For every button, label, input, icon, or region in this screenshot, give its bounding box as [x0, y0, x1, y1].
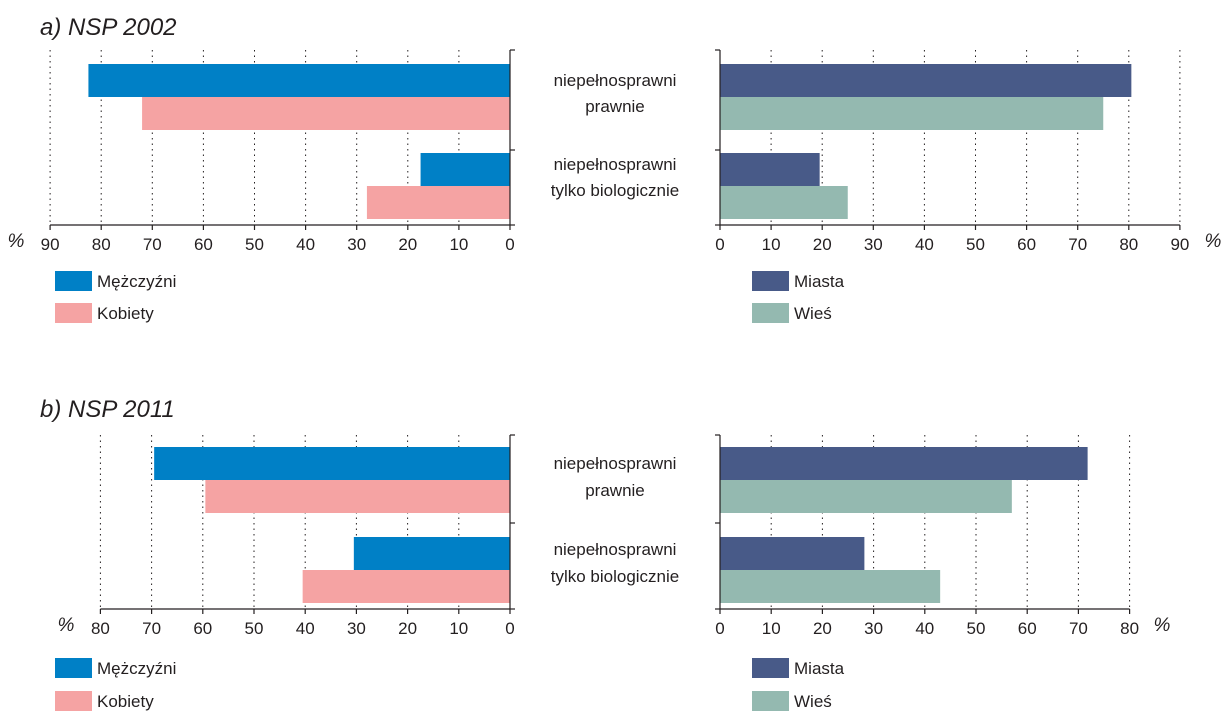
category-label: niepełnosprawni [554, 71, 677, 90]
x-tick-label: 0 [715, 235, 724, 254]
x-tick-label: 60 [193, 619, 212, 638]
legend-mezczyzni: Mężczyźni [55, 658, 176, 678]
bar-mezczyzni-1 [353, 537, 510, 570]
x-tick-label: 40 [296, 619, 315, 638]
bar-kobiety-1 [302, 570, 510, 603]
x-tick-label: 60 [194, 235, 213, 254]
bar-wies-0 [720, 480, 1012, 513]
x-tick-label: 10 [449, 235, 468, 254]
legend-kobiety: Kobiety [55, 691, 154, 711]
x-tick-label: 80 [1119, 235, 1138, 254]
x-tick-label: 70 [142, 619, 161, 638]
x-tick-label: 90 [41, 235, 60, 254]
legend-mezczyzni: Mężczyźni [55, 271, 176, 291]
x-tick-label: 40 [915, 235, 934, 254]
category-label: niepełnosprawni [554, 540, 677, 559]
x-tick-label: 80 [1120, 619, 1139, 638]
right-chart: 0 10 20 30 40 50 60 70 80% [715, 434, 1171, 638]
category-label: niepełnosprawni [554, 155, 677, 174]
x-tick-label: 40 [915, 619, 934, 638]
x-tick-label: 20 [813, 619, 832, 638]
legend-label: Mężczyźni [97, 659, 176, 678]
bar-mezczyzni-0 [154, 447, 510, 480]
legend-swatch [55, 691, 92, 711]
legend-label: Wieś [794, 692, 832, 711]
legend-swatch [55, 271, 92, 291]
x-tick-label: 30 [347, 619, 366, 638]
legend-swatch [55, 658, 92, 678]
x-tick-label: 20 [813, 235, 832, 254]
bar-miasta-0 [720, 64, 1132, 97]
panel-title: a) NSP 2002 [40, 14, 177, 41]
bar-kobiety-0 [142, 97, 510, 130]
right-chart: 0 10 20 30 40 50 60 70 80 90% [715, 49, 1222, 254]
legend-label: Kobiety [97, 692, 154, 711]
unit-label: % [1154, 615, 1171, 636]
x-tick-label: 0 [715, 619, 724, 638]
bar-mezczyzni-1 [420, 153, 510, 186]
bar-wies-1 [720, 186, 848, 219]
bar-wies-1 [720, 570, 941, 603]
category-label: niepełnosprawni [554, 454, 677, 473]
legend-swatch [752, 691, 789, 711]
legend-swatch [752, 658, 789, 678]
legend-wies: Wieś [752, 303, 832, 323]
x-tick-label: 80 [92, 235, 111, 254]
legend-swatch [55, 303, 92, 323]
x-tick-label: 10 [762, 235, 781, 254]
bar-miasta-1 [720, 537, 865, 570]
unit-label: % [1205, 231, 1222, 252]
legend-swatch [752, 271, 789, 291]
panel-title: b) NSP 2011 [40, 396, 175, 423]
x-tick-label: 70 [143, 235, 162, 254]
unit-label: % [8, 231, 25, 252]
x-tick-label: 70 [1069, 619, 1088, 638]
legend-miasta: Miasta [752, 658, 845, 678]
x-tick-label: 30 [864, 235, 883, 254]
category-label: prawnie [585, 481, 645, 500]
unit-label: % [58, 615, 75, 636]
x-tick-label: 90 [1170, 235, 1189, 254]
legend-label: Mężczyźni [97, 272, 176, 291]
left-chart: 0 10 20 30 40 50 60 70 80% [58, 434, 515, 638]
legend-label: Miasta [794, 272, 845, 291]
x-tick-label: 60 [1018, 619, 1037, 638]
x-tick-label: 80 [91, 619, 110, 638]
x-tick-label: 10 [762, 619, 781, 638]
x-tick-label: 50 [967, 619, 986, 638]
category-label: tylko biologicznie [551, 567, 680, 586]
bar-wies-0 [720, 97, 1104, 130]
x-tick-label: 70 [1068, 235, 1087, 254]
x-tick-label: 30 [347, 235, 366, 254]
legend-kobiety: Kobiety [55, 303, 154, 323]
legend-swatch [752, 303, 789, 323]
legend-miasta: Miasta [752, 271, 845, 291]
bar-miasta-1 [720, 153, 820, 186]
x-tick-label: 20 [398, 619, 417, 638]
x-tick-label: 40 [296, 235, 315, 254]
bar-miasta-0 [720, 447, 1088, 480]
x-tick-label: 50 [245, 235, 264, 254]
x-tick-label: 20 [398, 235, 417, 254]
category-label: tylko biologicznie [551, 181, 680, 200]
x-tick-label: 50 [966, 235, 985, 254]
bar-kobiety-0 [205, 480, 511, 513]
legend-label: Kobiety [97, 304, 154, 323]
category-label: prawnie [585, 97, 645, 116]
x-tick-label: 0 [505, 235, 514, 254]
panel-nsp-2002: a) NSP 2002 0 10 20 30 40 50 60 70 80 90% 0 10 20 30 40… [8, 14, 1222, 323]
x-tick-label: 50 [245, 619, 264, 638]
panel-nsp-2011: b) NSP 2011 0 10 20 30 40 50 60 70 80% 0 10 20 30 40 50… [40, 396, 1171, 711]
x-tick-label: 60 [1017, 235, 1036, 254]
x-tick-label: 0 [505, 619, 514, 638]
bar-mezczyzni-0 [88, 64, 511, 97]
legend-label: Miasta [794, 659, 845, 678]
legend-label: Wieś [794, 304, 832, 323]
x-tick-label: 30 [864, 619, 883, 638]
legend-wies: Wieś [752, 691, 832, 711]
bar-kobiety-1 [366, 186, 510, 219]
x-tick-label: 10 [449, 619, 468, 638]
left-chart: 0 10 20 30 40 50 60 70 80 90% [8, 49, 515, 254]
